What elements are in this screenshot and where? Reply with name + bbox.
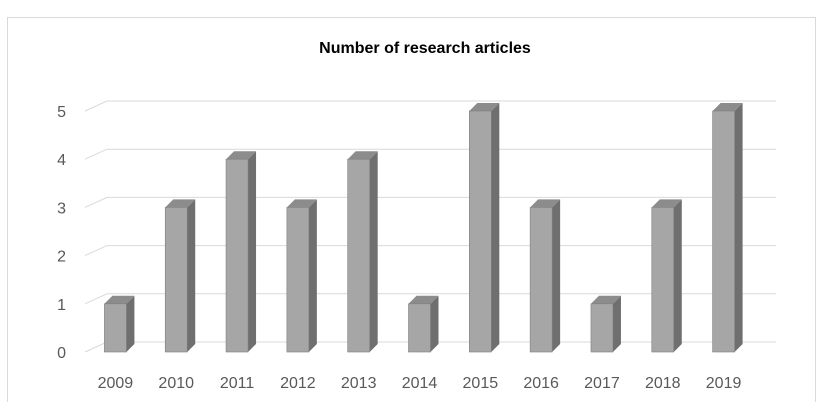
gridline-4 xyxy=(84,148,776,160)
bar-front-2018 xyxy=(651,207,675,353)
x-tick-label-2009: 2009 xyxy=(98,375,134,392)
chart-title: Number of research articles xyxy=(319,40,531,57)
bar-2014 xyxy=(408,295,439,353)
bar-front-2015 xyxy=(469,110,492,353)
bar-top-2015 xyxy=(469,103,500,111)
bar-front-2016 xyxy=(529,207,553,353)
x-tick-label-2014: 2014 xyxy=(402,375,438,392)
x-tick-label-2018: 2018 xyxy=(645,375,681,392)
x-tick-label-2016: 2016 xyxy=(523,375,559,392)
bar-2013 xyxy=(347,151,378,353)
gridline-3 xyxy=(84,196,776,208)
x-tick-label-2019: 2019 xyxy=(706,375,742,392)
bar-side-2010 xyxy=(187,199,196,352)
y-tick-label-4: 4 xyxy=(57,152,66,169)
x-tick-label-2011: 2011 xyxy=(220,375,255,392)
bar-top-2018 xyxy=(651,199,682,208)
bar-side-2017 xyxy=(612,295,621,352)
bar-top-2017 xyxy=(590,295,621,304)
bar-side-2014 xyxy=(430,295,439,352)
bar-2012 xyxy=(286,199,317,353)
bar-2011 xyxy=(225,151,257,353)
bar-front-2012 xyxy=(286,207,310,353)
bar-2018 xyxy=(651,199,682,353)
bar-front-2013 xyxy=(347,158,370,353)
y-tick-label-3: 3 xyxy=(57,200,66,217)
bar-front-2019 xyxy=(712,110,735,353)
bar-front-2011 xyxy=(225,158,249,353)
bar-side-2012 xyxy=(308,199,317,352)
bar-top-2011 xyxy=(226,151,257,160)
y-axis-ticks: 0 1 2 3 4 5 xyxy=(57,104,66,362)
bar-front-2017 xyxy=(590,303,614,353)
gridlines xyxy=(84,100,776,353)
bar-top-2010 xyxy=(165,199,196,208)
y-tick-label-0: 0 xyxy=(57,345,66,362)
bar-side-2009 xyxy=(126,295,135,352)
bar-front-2014 xyxy=(408,303,431,353)
bars xyxy=(104,103,743,353)
bar-2009 xyxy=(104,295,135,353)
bar-top-2009 xyxy=(104,295,135,304)
bar-2015 xyxy=(469,103,500,353)
bar-2019 xyxy=(712,103,743,353)
y-tick-label-5: 5 xyxy=(57,104,66,121)
bar-side-2013 xyxy=(369,151,378,352)
y-tick-label-2: 2 xyxy=(57,249,66,266)
bar-top-2014 xyxy=(408,295,439,304)
bar-2017 xyxy=(590,295,621,353)
bar-2016 xyxy=(529,199,561,353)
x-tick-label-2012: 2012 xyxy=(280,375,316,392)
bar-side-2018 xyxy=(673,199,682,352)
x-tick-label-2015: 2015 xyxy=(463,375,499,392)
bar-top-2012 xyxy=(286,199,317,208)
x-axis-ticks: 2009 2010 2011 2012 2013 2014 2015 2016 2017 2018… xyxy=(98,375,742,392)
gridline-5 xyxy=(84,100,776,112)
bar-front-2009 xyxy=(104,303,127,353)
x-tick-label-2017: 2017 xyxy=(584,375,620,392)
bar-side-2016 xyxy=(552,199,561,352)
y-tick-label-1: 1 xyxy=(57,297,66,314)
x-tick-label-2010: 2010 xyxy=(158,375,194,392)
bar-front-2010 xyxy=(164,207,188,353)
bar-side-2011 xyxy=(248,151,257,352)
bar-top-2019 xyxy=(712,103,743,111)
chart-frame xyxy=(7,17,816,402)
bar-side-2015 xyxy=(491,103,500,352)
bar-side-2019 xyxy=(734,103,743,352)
bar-top-2013 xyxy=(347,151,378,160)
x-tick-label-2013: 2013 xyxy=(341,375,377,392)
bar-2010 xyxy=(164,199,196,353)
bar-top-2016 xyxy=(530,199,561,208)
